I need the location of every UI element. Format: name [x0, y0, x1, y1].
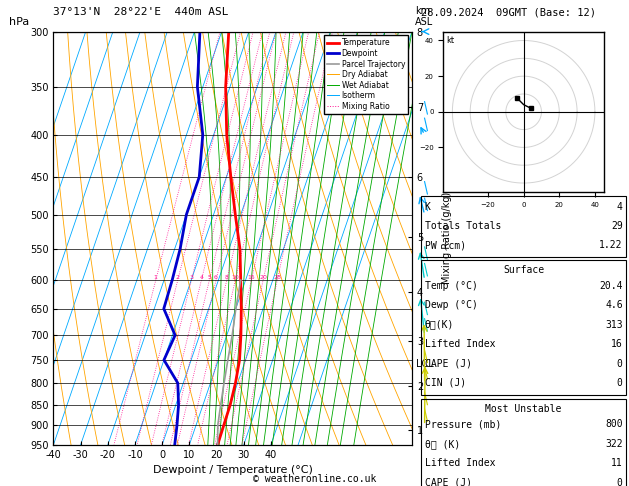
- Text: Lifted Index: Lifted Index: [425, 339, 495, 349]
- Text: 800: 800: [605, 419, 623, 429]
- Text: 20.4: 20.4: [599, 281, 623, 291]
- Text: kt: kt: [447, 36, 455, 45]
- Text: 313: 313: [605, 320, 623, 330]
- Text: 1: 1: [154, 275, 158, 280]
- Text: Mixing Ratio (g/kg): Mixing Ratio (g/kg): [442, 192, 452, 284]
- Text: 15: 15: [248, 275, 255, 280]
- Text: 4: 4: [617, 202, 623, 211]
- Text: Totals Totals: Totals Totals: [425, 221, 501, 231]
- Text: CIN (J): CIN (J): [425, 378, 465, 388]
- Text: km
ASL: km ASL: [415, 6, 433, 27]
- Text: Most Unstable: Most Unstable: [486, 404, 562, 414]
- Text: Dewp (°C): Dewp (°C): [425, 300, 477, 310]
- Text: 4.6: 4.6: [605, 300, 623, 310]
- Text: 16: 16: [611, 339, 623, 349]
- Text: 20: 20: [259, 275, 267, 280]
- Text: 3: 3: [189, 275, 193, 280]
- Text: 0: 0: [617, 378, 623, 388]
- Text: Temp (°C): Temp (°C): [425, 281, 477, 291]
- Text: PW (cm): PW (cm): [425, 241, 465, 250]
- Legend: Temperature, Dewpoint, Parcel Trajectory, Dry Adiabat, Wet Adiabat, Isotherm, Mi: Temperature, Dewpoint, Parcel Trajectory…: [324, 35, 408, 114]
- Text: 37°13'N  28°22'E  440m ASL: 37°13'N 28°22'E 440m ASL: [53, 7, 229, 17]
- Text: 8: 8: [225, 275, 229, 280]
- Text: 0: 0: [617, 359, 623, 368]
- Text: 5: 5: [208, 275, 211, 280]
- Text: 28: 28: [274, 275, 281, 280]
- Text: CAPE (J): CAPE (J): [425, 359, 472, 368]
- Text: CAPE (J): CAPE (J): [425, 478, 472, 486]
- Text: K: K: [425, 202, 430, 211]
- Text: 28.09.2024  09GMT (Base: 12): 28.09.2024 09GMT (Base: 12): [421, 7, 596, 17]
- Text: 4: 4: [199, 275, 203, 280]
- Text: © weatheronline.co.uk: © weatheronline.co.uk: [253, 473, 376, 484]
- X-axis label: Dewpoint / Temperature (°C): Dewpoint / Temperature (°C): [153, 465, 313, 475]
- Text: 2: 2: [175, 275, 180, 280]
- Text: LCL: LCL: [416, 359, 434, 369]
- Text: 6: 6: [214, 275, 218, 280]
- Text: 10: 10: [231, 275, 239, 280]
- Text: 322: 322: [605, 439, 623, 449]
- Text: Lifted Index: Lifted Index: [425, 458, 495, 468]
- Text: 1.22: 1.22: [599, 241, 623, 250]
- Text: 0: 0: [617, 478, 623, 486]
- Text: Surface: Surface: [503, 265, 544, 275]
- Text: hPa: hPa: [9, 17, 30, 27]
- Text: θᴄ (K): θᴄ (K): [425, 439, 460, 449]
- Text: θᴄ(K): θᴄ(K): [425, 320, 454, 330]
- Text: 29: 29: [611, 221, 623, 231]
- Text: 11: 11: [611, 458, 623, 468]
- Text: Pressure (mb): Pressure (mb): [425, 419, 501, 429]
